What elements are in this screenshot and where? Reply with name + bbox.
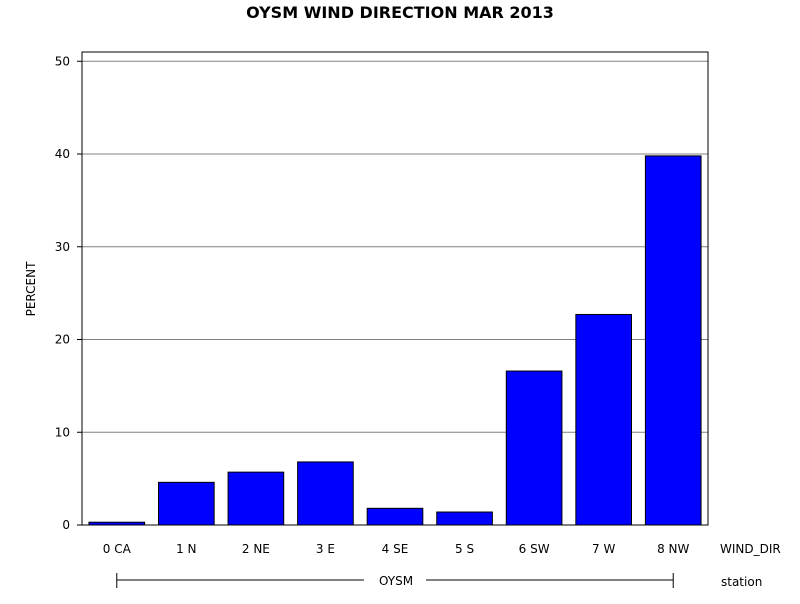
bar <box>575 313 632 526</box>
bar <box>436 511 493 526</box>
y-tick-label: 10 <box>55 425 70 439</box>
x-category-label: 1 N <box>176 542 196 556</box>
y-tick-label: 50 <box>55 54 70 68</box>
x-category-label: 0 CA <box>103 542 132 556</box>
x-axis-label: WIND_DIR <box>720 542 781 556</box>
x-category-label: 3 E <box>316 542 335 556</box>
y-tick-label: 20 <box>55 333 70 347</box>
x-category-label: 5 S <box>455 542 474 556</box>
axis-layer: 0 10 20 30 40 50 0 CA 1 N 2 NE 3 E 4 SE 5 S 6 SW 7 W 8… <box>55 51 709 588</box>
y-axis-label: PERCENT <box>24 261 38 316</box>
bar <box>505 370 563 526</box>
bar <box>227 471 285 526</box>
y-tick-label: 0 <box>62 518 70 532</box>
bar-layer <box>88 155 702 526</box>
group-axis-label: station <box>721 575 762 589</box>
y-tick-label: 40 <box>55 147 70 161</box>
x-category-label: 7 W <box>592 542 615 556</box>
plot-frame <box>81 51 709 526</box>
chart-title: OYSM WIND DIRECTION MAR 2013 <box>246 3 554 22</box>
x-category-label: 6 SW <box>519 542 550 556</box>
bar <box>297 461 354 526</box>
bar <box>158 481 215 526</box>
bar <box>366 507 424 526</box>
x-category-label: 4 SE <box>382 542 409 556</box>
group-label: OYSM <box>379 574 413 588</box>
bar <box>644 155 702 526</box>
x-category-label: 8 NW <box>657 542 689 556</box>
x-category-label: 2 NE <box>242 542 270 556</box>
y-tick-label: 30 <box>55 240 70 254</box>
